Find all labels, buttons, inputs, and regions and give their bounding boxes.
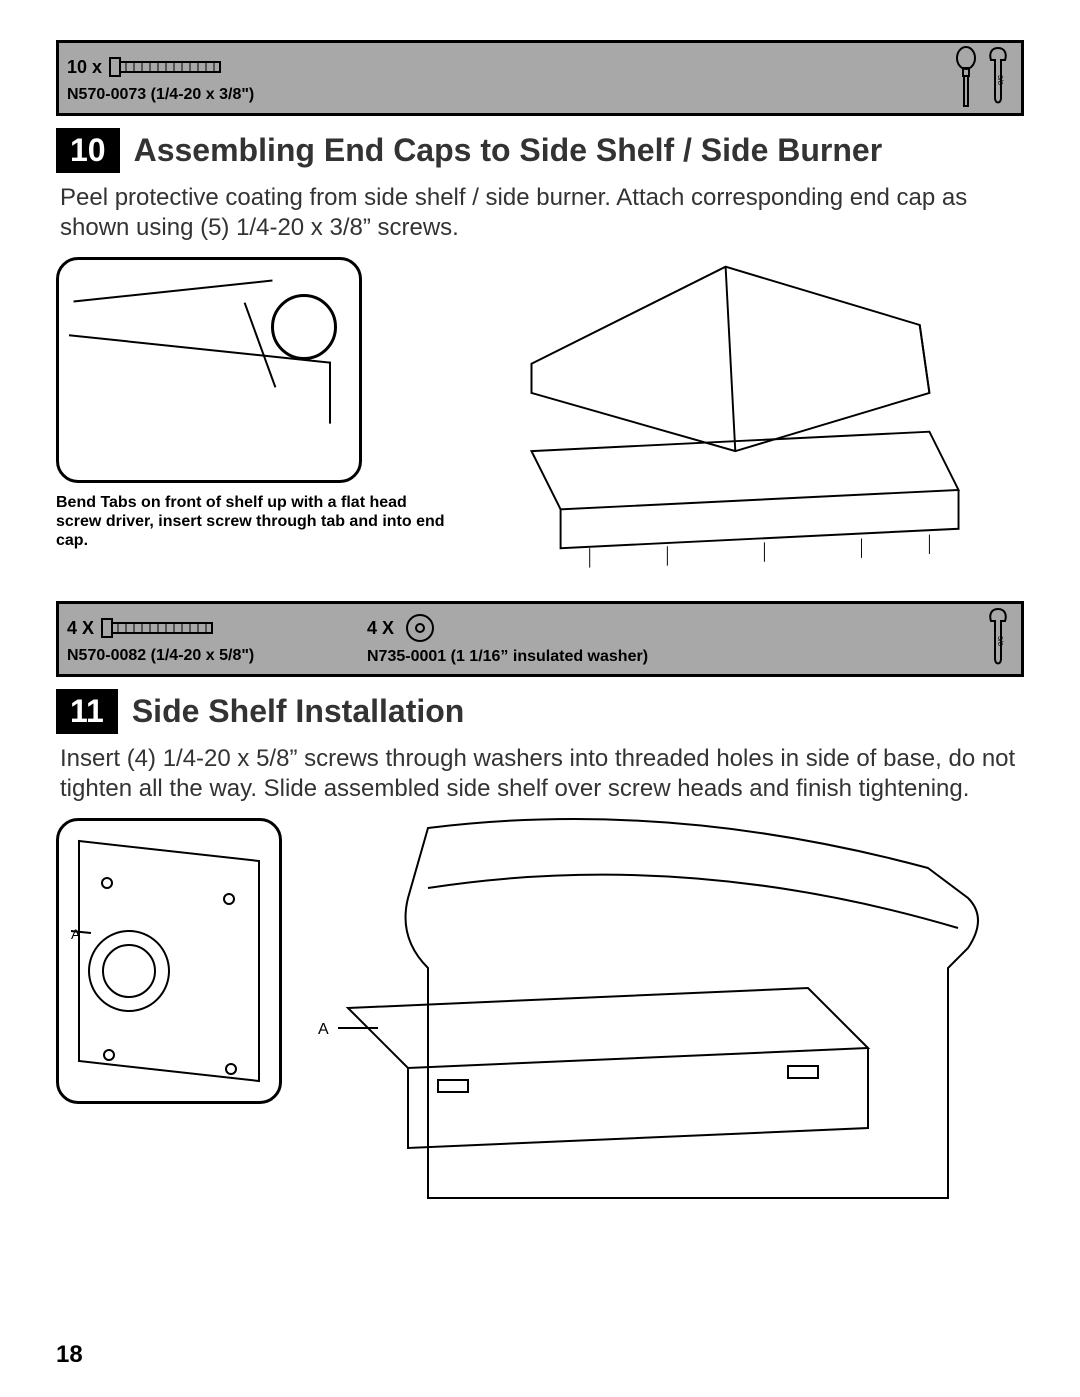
step-heading-10: 10 Assembling End Caps to Side Shelf / S… <box>56 128 1024 173</box>
part-qty: 4 X <box>67 618 94 639</box>
assembly-figure-2: A <box>292 818 1024 1218</box>
part-code: N735-0001 (1 1/16” insulated washer) <box>367 648 648 666</box>
step-heading-11: 11 Side Shelf Installation <box>56 689 1024 734</box>
screwdriver-icon <box>951 46 981 110</box>
part-qty: 4 X <box>367 618 394 639</box>
step-title: Assembling End Caps to Side Shelf / Side… <box>134 132 883 169</box>
step-number: 11 <box>56 689 118 734</box>
manual-page: 10 x N570-0073 (1/4-20 x 3/8") <box>0 0 1080 1397</box>
page-number: 18 <box>56 1341 83 1369</box>
step-title: Side Shelf Installation <box>132 693 465 730</box>
step11-figures: A A <box>56 818 1024 1218</box>
step-body: Peel protective coating from side shelf … <box>60 183 1020 243</box>
step-number: 10 <box>56 128 120 173</box>
svg-text:3/8: 3/8 <box>996 636 1003 646</box>
washer-icon <box>400 612 440 644</box>
screw-icon <box>100 613 220 643</box>
part-slot: 10 x N570-0073 (1/4-20 x 3/8") <box>67 43 254 113</box>
detail-inset <box>56 257 362 483</box>
assembly-figure <box>466 257 1024 587</box>
wrench-icon: 3/8 <box>985 46 1011 110</box>
wrench-icon: 3/8 <box>985 607 1011 671</box>
svg-text:A: A <box>318 1021 329 1038</box>
part-qty: 10 x <box>67 57 102 78</box>
step-body: Insert (4) 1/4-20 x 5/8” screws through … <box>60 744 1020 804</box>
svg-text:3/8: 3/8 <box>996 75 1003 85</box>
part-slot: 4 X N735-0001 (1 1/16” insulated washer) <box>367 604 648 674</box>
parts-bar-2: 4 X N570-0082 (1/4-20 x 5/8") <box>56 601 1024 677</box>
parts-bar-1: 10 x N570-0073 (1/4-20 x 3/8") <box>56 40 1024 116</box>
part-slot: 4 X N570-0082 (1/4-20 x 5/8") <box>67 604 347 674</box>
part-code: N570-0073 (1/4-20 x 3/8") <box>67 86 254 104</box>
svg-text:A: A <box>71 926 81 942</box>
tools-group: 3/8 <box>951 46 1011 110</box>
detail-caption: Bend Tabs on front of shelf up with a fl… <box>56 493 456 551</box>
step10-figures: Bend Tabs on front of shelf up with a fl… <box>56 257 1024 597</box>
screw-icon <box>108 52 228 82</box>
tools-group: 3/8 <box>985 607 1011 671</box>
detail-inset-2: A <box>56 818 282 1104</box>
part-code: N570-0082 (1/4-20 x 5/8") <box>67 647 347 665</box>
